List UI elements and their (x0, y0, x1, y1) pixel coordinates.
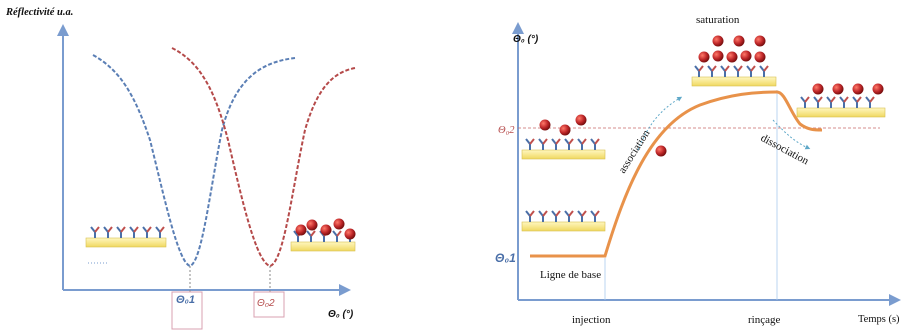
dissociation-arrow (772, 119, 811, 150)
left-x-axis-label: Θ₀ (°) (328, 309, 354, 320)
theta-1-box (171, 291, 203, 330)
right-y-axis-label: Θ₀ (°) (513, 34, 539, 45)
left-panel: Réflectivité u.a. Θ₀ (°) Θ₀1 Θ₀2 (5, 7, 356, 330)
phase-saturation-label: saturation (696, 14, 740, 26)
reflectivity-curve-1 (92, 54, 296, 268)
baseline-chip (521, 210, 606, 232)
phase-baseline-label: Ligne de base (540, 269, 601, 281)
left-y-axis-label: Réflectivité u.a. (5, 7, 73, 18)
sensorgram-curve (530, 90, 823, 258)
theta-1-label: Θ₀1 (176, 294, 195, 306)
right-x-axis-label: Temps (s) (858, 314, 900, 325)
time-rincage-label: rinçage (748, 314, 780, 326)
saturation-chip (691, 35, 777, 87)
time-injection-label: injection (572, 314, 611, 326)
sensor-chip-bound (290, 218, 356, 252)
level-theta-2: Θ₀2 (498, 125, 515, 136)
level-theta-1: Θ₀1 (495, 251, 516, 265)
association-arrow (637, 96, 683, 151)
sensor-chip-bare (85, 226, 167, 264)
theta-2-label: Θ₀2 (257, 298, 275, 309)
association-chip (521, 114, 667, 160)
dissociation-chip (796, 83, 886, 118)
theta-2-box (253, 291, 285, 318)
right-panel: Θ₀ (°) Temps (s) Θ₀2 Θ₀1 Ligne de base s… (495, 14, 901, 326)
phase-dissociation-label: dissociation (759, 132, 811, 168)
reflectivity-curve-2 (171, 47, 356, 268)
